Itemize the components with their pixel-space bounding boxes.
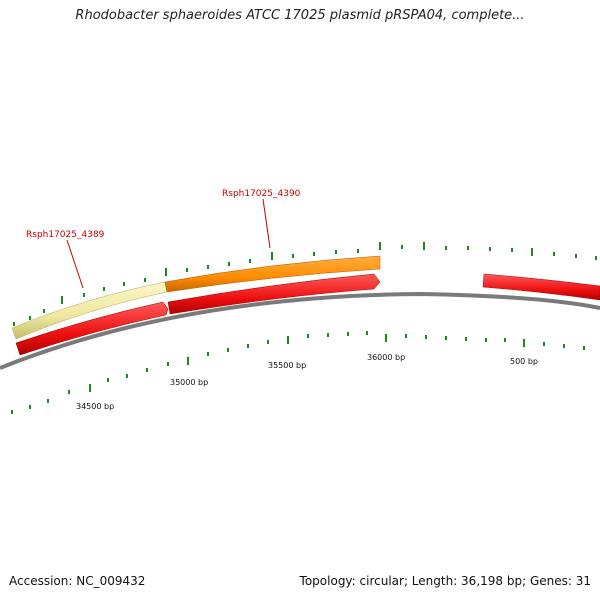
backbone-circle bbox=[0, 291, 600, 370]
tick-label-34500: 34500 bp bbox=[76, 402, 114, 411]
tick-label-35500: 35500 bp bbox=[268, 361, 306, 370]
gene-label-leader-4389 bbox=[66, 239, 84, 289]
gene-rsph17025-4390-arc[interactable] bbox=[164, 255, 381, 293]
map-title: Rhodobacter sphaeroides ATCC 17025 plasm… bbox=[75, 8, 525, 23]
tick-label-35000: 35000 bp bbox=[170, 378, 208, 387]
cds-arc-3[interactable] bbox=[482, 273, 600, 301]
outer-tick-ring bbox=[13, 242, 597, 326]
cds-arc-2[interactable] bbox=[167, 273, 381, 315]
gene-label-leader-4390 bbox=[262, 198, 271, 249]
tick-label-36000: 36000 bp bbox=[367, 353, 405, 362]
gene-label-rsph17025-4389[interactable]: Rsph17025_4389 bbox=[26, 230, 105, 240]
accession-text: Accession: NC_009432 bbox=[9, 574, 146, 588]
topology-summary-text: Topology: circular; Length: 36,198 bp; G… bbox=[299, 574, 591, 588]
inner-tick-ring bbox=[11, 331, 585, 414]
tick-label-500: 500 bp bbox=[510, 357, 538, 366]
gene-label-rsph17025-4390[interactable]: Rsph17025_4390 bbox=[222, 189, 301, 199]
cds-arc-1[interactable] bbox=[15, 301, 169, 356]
